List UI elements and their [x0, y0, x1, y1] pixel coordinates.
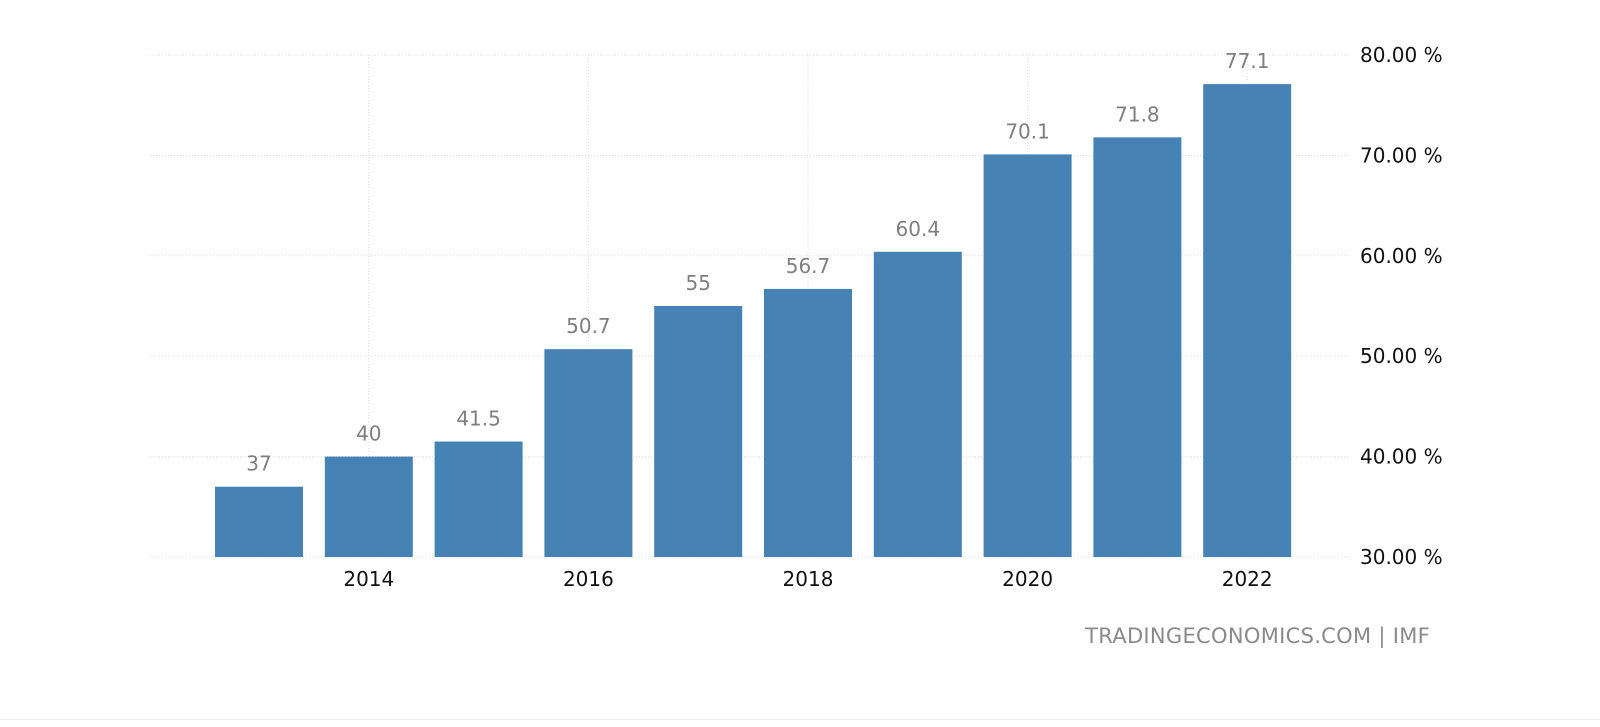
bar-2017 — [654, 306, 743, 557]
bar-2016 — [544, 349, 633, 557]
bar-2013 — [215, 486, 303, 557]
y-tick-label: 30.00 % — [1360, 545, 1443, 569]
y-tick-label: 60.00 % — [1360, 244, 1443, 268]
bar-2021 — [1093, 137, 1182, 557]
y-tick-label: 50.00 % — [1360, 344, 1443, 368]
x-tick-label: 2018 — [783, 567, 834, 591]
data-label-2019: 60.4 — [896, 217, 941, 241]
x-tick-label: 2016 — [563, 567, 614, 591]
source-attribution: TRADINGECONOMICS.COM | IMF — [1085, 624, 1430, 648]
bar-2022 — [1203, 84, 1292, 557]
data-label-2017: 55 — [685, 271, 710, 295]
y-axis: 30.00 % 40.00 % 50.00 % 60.00 % 70.00 % 80.00… — [1360, 43, 1443, 569]
x-tick-label: 2014 — [343, 567, 394, 591]
data-label-2013: 37 — [246, 452, 271, 476]
x-tick-label: 2022 — [1222, 567, 1273, 591]
data-label-2018: 56.7 — [786, 254, 831, 278]
data-label-2020: 70.1 — [1005, 119, 1050, 143]
bar-2020 — [983, 154, 1072, 557]
bars — [215, 84, 1292, 557]
bar-2018 — [764, 288, 852, 557]
data-label-2016: 50.7 — [566, 314, 611, 338]
bar-2014 — [324, 456, 413, 557]
x-axis: 2014 2016 2018 2020 2022 — [343, 567, 1272, 591]
bar-2019 — [873, 251, 962, 557]
y-tick-label: 70.00 % — [1360, 143, 1443, 167]
data-labels: 37 40 41.5 50.7 55 56.7 60.4 70.1 71.8 77.1 — [246, 49, 1269, 476]
x-tick-label: 2020 — [1002, 567, 1053, 591]
data-label-2021: 71.8 — [1115, 102, 1160, 126]
y-tick-label: 40.00 % — [1360, 445, 1443, 469]
data-label-2022: 77.1 — [1225, 49, 1270, 73]
bottom-divider — [0, 719, 1600, 720]
y-tick-label: 80.00 % — [1360, 43, 1443, 67]
bar-2015 — [434, 441, 523, 557]
data-label-2014: 40 — [356, 422, 381, 446]
data-label-2015: 41.5 — [456, 407, 501, 431]
